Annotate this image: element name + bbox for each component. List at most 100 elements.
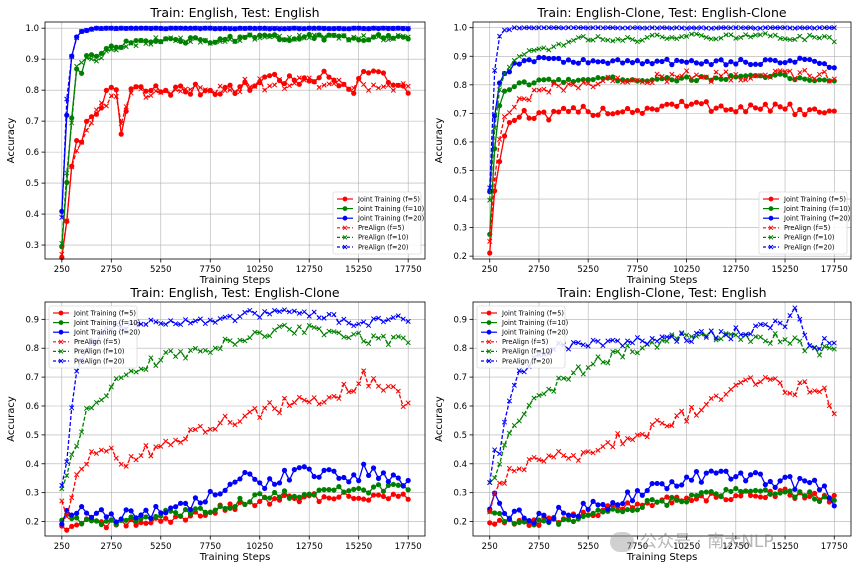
data-point <box>158 89 164 96</box>
data-point <box>128 514 134 520</box>
x-tick-label: 12750 <box>722 265 749 275</box>
data-point <box>644 79 650 86</box>
chart-title: Train: English-Clone, Test: English <box>556 285 766 300</box>
legend-marker <box>58 358 64 364</box>
data-point <box>738 56 744 63</box>
data-point <box>831 108 837 114</box>
data-point <box>546 47 552 53</box>
data-point <box>128 90 134 96</box>
data-point <box>182 39 189 45</box>
data-point <box>69 495 75 501</box>
data-point <box>585 25 591 31</box>
data-point <box>580 342 586 348</box>
legend-marker <box>342 196 348 202</box>
data-point <box>207 509 213 515</box>
data-point <box>168 90 174 97</box>
data-point <box>346 488 352 494</box>
data-point <box>192 35 198 41</box>
data-point <box>281 37 288 43</box>
legend-label: Joint Training (f=10) <box>73 319 140 327</box>
data-point <box>237 313 243 320</box>
data-point <box>526 25 532 31</box>
data-point <box>595 502 601 508</box>
data-point <box>257 491 263 497</box>
x-tick-label: 10250 <box>673 265 700 275</box>
data-point <box>620 500 626 507</box>
data-point <box>79 59 85 66</box>
data-point <box>585 449 591 455</box>
legend-entry: Joint Training (f=20) <box>53 329 140 337</box>
data-point <box>390 35 396 42</box>
data-point <box>595 447 601 453</box>
data-point <box>580 56 586 63</box>
data-point <box>113 455 119 461</box>
data-point <box>610 349 616 355</box>
data-point <box>492 447 498 453</box>
series-line <box>489 27 835 188</box>
data-point <box>807 343 813 349</box>
data-point <box>262 74 268 80</box>
data-point <box>336 25 342 31</box>
data-point <box>747 61 754 68</box>
data-point <box>688 339 695 345</box>
data-point <box>361 461 367 467</box>
data-point <box>669 479 675 485</box>
data-point <box>762 25 768 31</box>
data-point <box>580 371 586 377</box>
x-tick-label: 250 <box>54 265 70 275</box>
legend-marker <box>58 329 64 335</box>
data-point <box>79 521 85 527</box>
data-point <box>113 519 119 525</box>
data-point <box>644 105 650 111</box>
data-point <box>197 513 203 519</box>
data-point <box>526 115 532 121</box>
data-point <box>831 503 837 509</box>
x-tick-label: 7750 <box>627 265 649 275</box>
data-point <box>733 493 739 499</box>
data-point <box>385 82 391 88</box>
data-point <box>128 508 134 514</box>
legend-box <box>332 191 422 255</box>
data-point <box>247 499 253 505</box>
data-point <box>153 503 159 510</box>
data-point <box>620 25 626 31</box>
data-point <box>590 337 596 343</box>
y-tick-label: 0.7 <box>25 117 39 127</box>
data-point <box>227 481 233 487</box>
data-point <box>728 386 734 393</box>
x-tick-label: 10250 <box>246 542 273 552</box>
data-point <box>400 491 406 497</box>
data-point <box>590 450 596 456</box>
data-point <box>595 512 601 519</box>
data-point <box>237 337 243 343</box>
data-point <box>516 114 522 120</box>
data-point <box>321 82 327 88</box>
data-point <box>202 509 208 515</box>
data-point <box>747 488 754 494</box>
data-point <box>370 375 377 382</box>
data-point <box>192 495 199 501</box>
data-point <box>326 33 332 39</box>
data-point <box>331 77 337 83</box>
data-point <box>153 319 159 325</box>
data-point <box>674 338 680 344</box>
data-point <box>674 497 680 503</box>
data-point <box>787 25 793 31</box>
data-point <box>113 44 119 50</box>
data-point <box>743 109 749 115</box>
data-point <box>659 481 665 487</box>
data-point <box>615 36 621 42</box>
data-point <box>826 64 832 70</box>
data-point <box>252 502 258 509</box>
data-point <box>207 317 213 323</box>
data-point <box>831 65 837 71</box>
data-point <box>341 334 347 340</box>
data-point <box>634 350 640 356</box>
data-point <box>301 330 307 336</box>
data-point <box>816 109 823 115</box>
data-point <box>306 322 312 329</box>
legend-marker <box>58 339 64 345</box>
data-point <box>487 250 493 256</box>
data-point <box>688 497 695 504</box>
data-point <box>118 375 124 381</box>
